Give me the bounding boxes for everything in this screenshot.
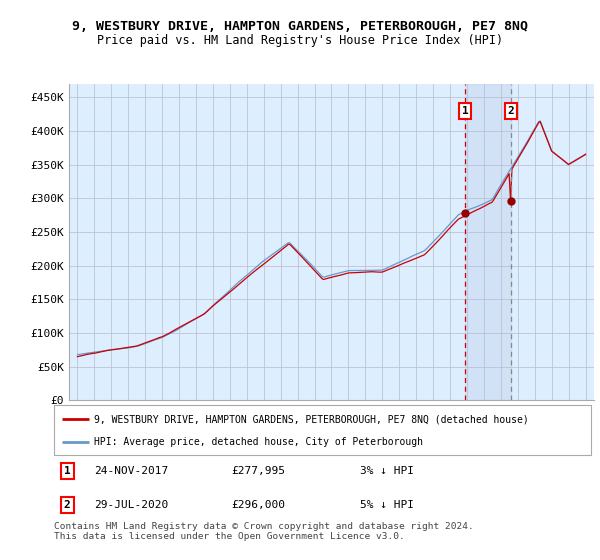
FancyBboxPatch shape xyxy=(54,405,591,455)
Bar xyxy=(465,84,511,400)
Text: 24-NOV-2017: 24-NOV-2017 xyxy=(94,466,169,476)
Text: £277,995: £277,995 xyxy=(231,466,285,476)
Text: 29-JUL-2020: 29-JUL-2020 xyxy=(94,500,169,510)
Text: 1: 1 xyxy=(64,466,70,476)
Text: Contains HM Land Registry data © Crown copyright and database right 2024.
This d: Contains HM Land Registry data © Crown c… xyxy=(54,522,474,542)
Text: 1: 1 xyxy=(462,106,469,116)
Text: Price paid vs. HM Land Registry's House Price Index (HPI): Price paid vs. HM Land Registry's House … xyxy=(97,34,503,46)
Text: 9, WESTBURY DRIVE, HAMPTON GARDENS, PETERBOROUGH, PE7 8NQ (detached house): 9, WESTBURY DRIVE, HAMPTON GARDENS, PETE… xyxy=(94,414,529,424)
Text: £296,000: £296,000 xyxy=(231,500,285,510)
Text: 9, WESTBURY DRIVE, HAMPTON GARDENS, PETERBOROUGH, PE7 8NQ: 9, WESTBURY DRIVE, HAMPTON GARDENS, PETE… xyxy=(72,20,528,32)
Text: 2: 2 xyxy=(508,106,514,116)
Text: 3% ↓ HPI: 3% ↓ HPI xyxy=(360,466,414,476)
Text: 5% ↓ HPI: 5% ↓ HPI xyxy=(360,500,414,510)
Text: 2: 2 xyxy=(64,500,70,510)
Text: HPI: Average price, detached house, City of Peterborough: HPI: Average price, detached house, City… xyxy=(94,437,423,447)
